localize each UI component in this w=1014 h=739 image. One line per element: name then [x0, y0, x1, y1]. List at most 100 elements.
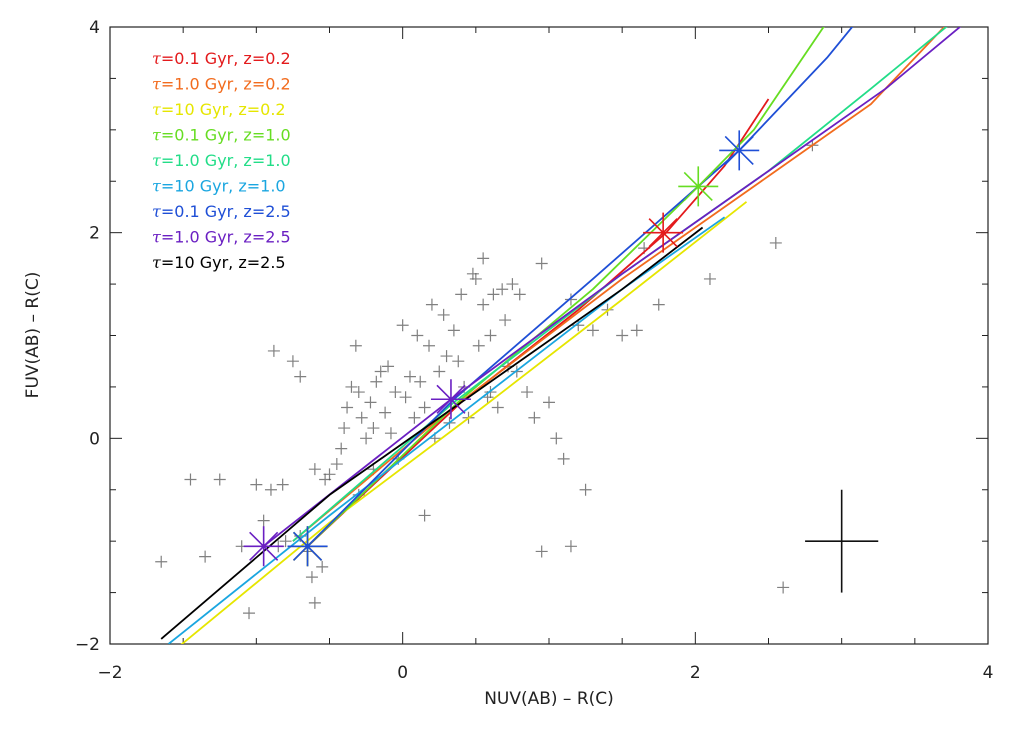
- scatter-point: [276, 478, 289, 491]
- series-line: [306, 27, 825, 547]
- legend-entry: τ=0.1 Gyr, z=2.5: [152, 202, 291, 221]
- legend-entry: τ=1.0 Gyr, z=1.0: [152, 151, 291, 170]
- scatter-point: [308, 596, 321, 609]
- scatter-point: [452, 355, 465, 368]
- scatter-point: [484, 329, 497, 342]
- scatter-point: [330, 458, 343, 471]
- scatter-point: [257, 514, 270, 527]
- scatter-point: [308, 463, 321, 476]
- scatter-point: [399, 391, 412, 404]
- model-star-marker: [678, 166, 719, 207]
- scatter-point: [586, 324, 599, 337]
- series-line: [263, 27, 962, 548]
- scatter-point: [466, 267, 479, 280]
- scatter-point: [423, 339, 436, 352]
- scatter-point: [345, 380, 358, 393]
- scatter-point: [199, 550, 212, 563]
- scatter-point: [389, 386, 402, 399]
- scatter-point: [513, 288, 526, 301]
- scatter-point: [506, 278, 519, 291]
- scatter-point: [418, 401, 431, 414]
- legend-entry: τ=1.0 Gyr, z=0.2: [152, 75, 291, 94]
- scatter-point: [535, 545, 548, 558]
- scatter-point: [264, 483, 277, 496]
- scatter-point: [414, 375, 427, 388]
- scatter-point: [267, 344, 280, 357]
- scatter-point: [616, 329, 629, 342]
- scatter-point: [440, 350, 453, 363]
- x-tick-label: −2: [97, 663, 122, 683]
- model-curves: [160, 27, 962, 644]
- error-bar: [805, 489, 879, 593]
- model-star-marker: [287, 526, 328, 567]
- scatter-point: [355, 411, 368, 424]
- scatter-point: [364, 396, 377, 409]
- scatter-point: [433, 365, 446, 378]
- scatter-point: [279, 535, 292, 548]
- scatter-point: [338, 422, 351, 435]
- scatter-point: [382, 360, 395, 373]
- scatter-point: [243, 607, 256, 620]
- scatter-point: [425, 298, 438, 311]
- x-tick-label: 4: [983, 663, 994, 683]
- legend-label: =0.1 Gyr, z=1.0: [161, 126, 291, 145]
- legend-entry: τ=10 Gyr, z=0.2: [152, 100, 286, 119]
- scatter-point: [703, 272, 716, 285]
- legend: τ=0.1 Gyr, z=0.2τ=1.0 Gyr, z=0.2τ=10 Gyr…: [152, 49, 291, 272]
- series-line: [180, 201, 748, 644]
- scatter-point: [349, 339, 362, 352]
- model-star-marker: [430, 379, 471, 420]
- axis-ticks: [109, 26, 989, 645]
- scatter-point: [477, 298, 490, 311]
- scatter-point: [469, 272, 482, 285]
- legend-tau-symbol: τ: [152, 253, 162, 272]
- legend-entry: τ=1.0 Gyr, z=2.5: [152, 228, 291, 247]
- scatter-point: [652, 298, 665, 311]
- scatter-point: [535, 257, 548, 270]
- legend-entry: τ=0.1 Gyr, z=0.2: [152, 49, 291, 68]
- scatter-point: [769, 236, 782, 249]
- legend-label: =10 Gyr, z=1.0: [161, 177, 286, 196]
- y-tick-label: −2: [75, 635, 100, 655]
- scatter-point: [491, 401, 504, 414]
- scatter-point: [374, 365, 387, 378]
- legend-label: =1.0 Gyr, z=2.5: [161, 228, 291, 247]
- scatter-point: [403, 370, 416, 383]
- scatter-point: [316, 560, 329, 573]
- scatter-point: [437, 308, 450, 321]
- scatter-point: [550, 432, 563, 445]
- scatter-point: [496, 283, 509, 296]
- x-tick-label: 0: [397, 663, 408, 683]
- scatter-point: [411, 329, 424, 342]
- scatter-point: [557, 452, 570, 465]
- scatter-point: [184, 473, 197, 486]
- scatter-point: [564, 293, 577, 306]
- tick-labels: −2 0 2 4 −2 0 2 4: [75, 18, 993, 683]
- scatter-point: [286, 355, 299, 368]
- scatter-point: [564, 540, 577, 553]
- scatter-point: [499, 314, 512, 327]
- legend-tau-symbol: τ: [152, 228, 162, 247]
- legend-tau-symbol: τ: [152, 75, 162, 94]
- scatter-point: [213, 473, 226, 486]
- scatter-point: [487, 288, 500, 301]
- scatter-point: [543, 396, 555, 409]
- scatter-point: [323, 468, 336, 481]
- scatter-point: [630, 324, 643, 337]
- scatter-point: [305, 571, 318, 584]
- model-star-marker: [719, 130, 760, 171]
- legend-tau-symbol: τ: [152, 177, 162, 196]
- scatter-point: [155, 555, 168, 568]
- model-star-marker: [643, 212, 684, 253]
- legend-entry: τ=10 Gyr, z=2.5: [152, 253, 286, 272]
- model-star-marker: [243, 526, 284, 567]
- scatter-point: [418, 509, 431, 522]
- scatter-point: [250, 478, 263, 491]
- scatter-point: [521, 386, 534, 399]
- model-markers: [243, 130, 760, 567]
- legend-tau-symbol: τ: [152, 49, 162, 68]
- scatter-point: [396, 319, 409, 332]
- scatter-point: [367, 422, 380, 435]
- scatter-point: [455, 288, 468, 301]
